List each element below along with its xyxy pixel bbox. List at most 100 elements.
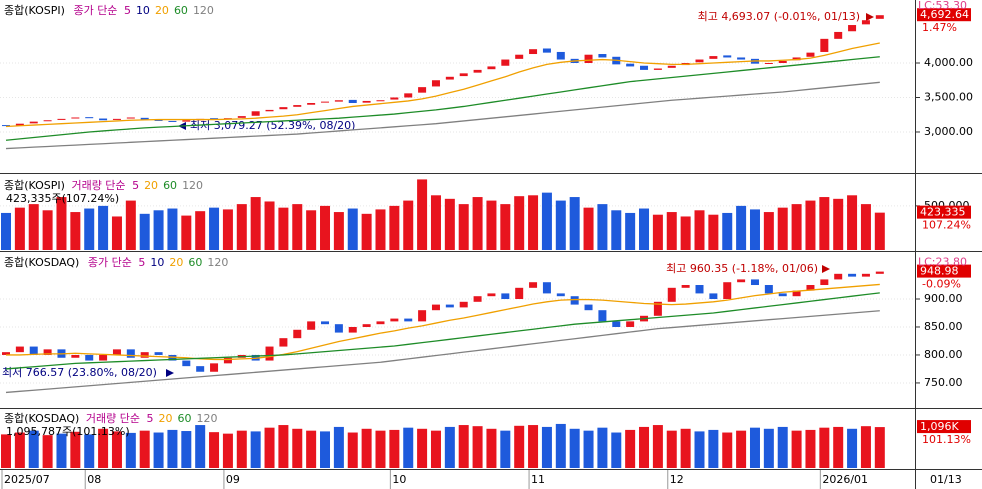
legend-entry: 20	[158, 412, 173, 425]
volume-bar	[722, 212, 733, 250]
panel-title: 종합(KOSDAQ)	[4, 412, 80, 425]
volume-bar	[444, 426, 455, 468]
candle	[2, 125, 10, 127]
candle	[764, 62, 773, 64]
volume-bar	[42, 210, 53, 250]
legend-title: 종가 단순	[87, 256, 132, 269]
candle	[806, 52, 815, 57]
candle	[140, 352, 149, 358]
volume-bar	[749, 427, 760, 468]
candle	[140, 117, 149, 120]
candle	[640, 65, 649, 70]
volume-bar	[28, 204, 39, 250]
legend-entry: 5	[132, 179, 140, 192]
volume-bar	[666, 430, 677, 468]
volume-bar	[333, 426, 344, 468]
volume-bar	[278, 207, 289, 250]
candle	[542, 48, 551, 53]
legend-entry: 60	[173, 4, 188, 17]
candle	[459, 301, 468, 308]
candle	[279, 338, 288, 347]
candle	[584, 304, 593, 311]
volume-bar	[625, 429, 636, 468]
candle	[556, 51, 565, 60]
volume-bar	[84, 208, 95, 250]
candle	[681, 285, 690, 288]
candle	[820, 38, 829, 52]
candle	[820, 279, 829, 286]
candle	[612, 321, 621, 327]
candle	[15, 346, 24, 353]
candle	[515, 287, 524, 300]
candle	[667, 287, 676, 302]
candle	[431, 304, 440, 311]
last-value-box	[917, 8, 971, 22]
volume-bar	[139, 213, 150, 250]
volume-bar	[153, 210, 164, 250]
candle	[321, 321, 330, 325]
volume-bar	[597, 204, 608, 250]
candle	[445, 304, 454, 308]
candle	[29, 346, 38, 355]
volume-bar	[375, 430, 386, 468]
arrow	[866, 13, 874, 21]
candle	[875, 271, 884, 274]
candle	[778, 60, 787, 63]
candle	[501, 293, 510, 300]
volume-bar	[569, 197, 580, 250]
volume-bar	[320, 431, 331, 468]
candle	[126, 349, 135, 358]
candle	[321, 101, 330, 103]
candle	[15, 123, 24, 126]
volume-bar	[777, 207, 788, 250]
volume-bar	[458, 204, 469, 250]
candle	[556, 293, 565, 297]
high-annotation: 최고 960.35 (-1.18%, 01/06)	[666, 262, 818, 275]
candle	[695, 59, 704, 63]
candle	[418, 310, 427, 322]
x-tick-label: 2026/01	[822, 473, 868, 486]
candle	[459, 73, 468, 77]
candle	[404, 318, 413, 322]
candle	[376, 321, 385, 325]
x-tick-label: 2025/07	[4, 473, 50, 486]
volume-bar	[736, 205, 747, 250]
panel-title: 종합(KOSDAQ)	[4, 256, 80, 269]
volume-bar	[361, 213, 372, 250]
legend: 종합(KOSPI) 종가 단순 5 10 20 60 120	[4, 2, 219, 18]
volume-bar	[98, 205, 109, 250]
legend: 종합(KOSDAQ) 거래량 단순 5 20 60 120	[4, 410, 222, 426]
candle	[376, 100, 385, 102]
volume-bar	[84, 434, 95, 468]
volume-bar	[583, 207, 594, 250]
legend-title: 종가 단순	[73, 4, 118, 17]
y-tick-label: 900.00	[924, 292, 963, 305]
candle	[570, 296, 579, 305]
volume-bar	[250, 431, 261, 468]
volume-bar	[28, 430, 39, 468]
volume-bar	[195, 211, 206, 250]
volume-bar	[98, 428, 109, 468]
volume-bar	[278, 425, 289, 468]
change-label: 107.24%	[922, 219, 971, 232]
legend-entry: 20	[169, 256, 184, 269]
volume-bar	[874, 212, 885, 250]
last-value-box	[917, 205, 971, 219]
candle	[875, 15, 884, 19]
volume-bar	[347, 208, 358, 250]
volume-bar	[236, 430, 247, 468]
arrow	[822, 265, 830, 273]
volume-bar	[306, 210, 317, 250]
volume-bar	[514, 425, 525, 468]
candle	[210, 118, 219, 120]
candle	[695, 285, 704, 294]
candle	[737, 279, 746, 283]
volume-bar	[597, 427, 608, 468]
volume-bar	[639, 208, 650, 250]
volume-bar	[486, 428, 497, 468]
candle	[653, 301, 662, 316]
volume-bar	[583, 430, 594, 468]
last-value-label: 4,692.64	[920, 8, 969, 21]
volume-bar	[611, 432, 622, 468]
volume-bar	[42, 435, 53, 468]
